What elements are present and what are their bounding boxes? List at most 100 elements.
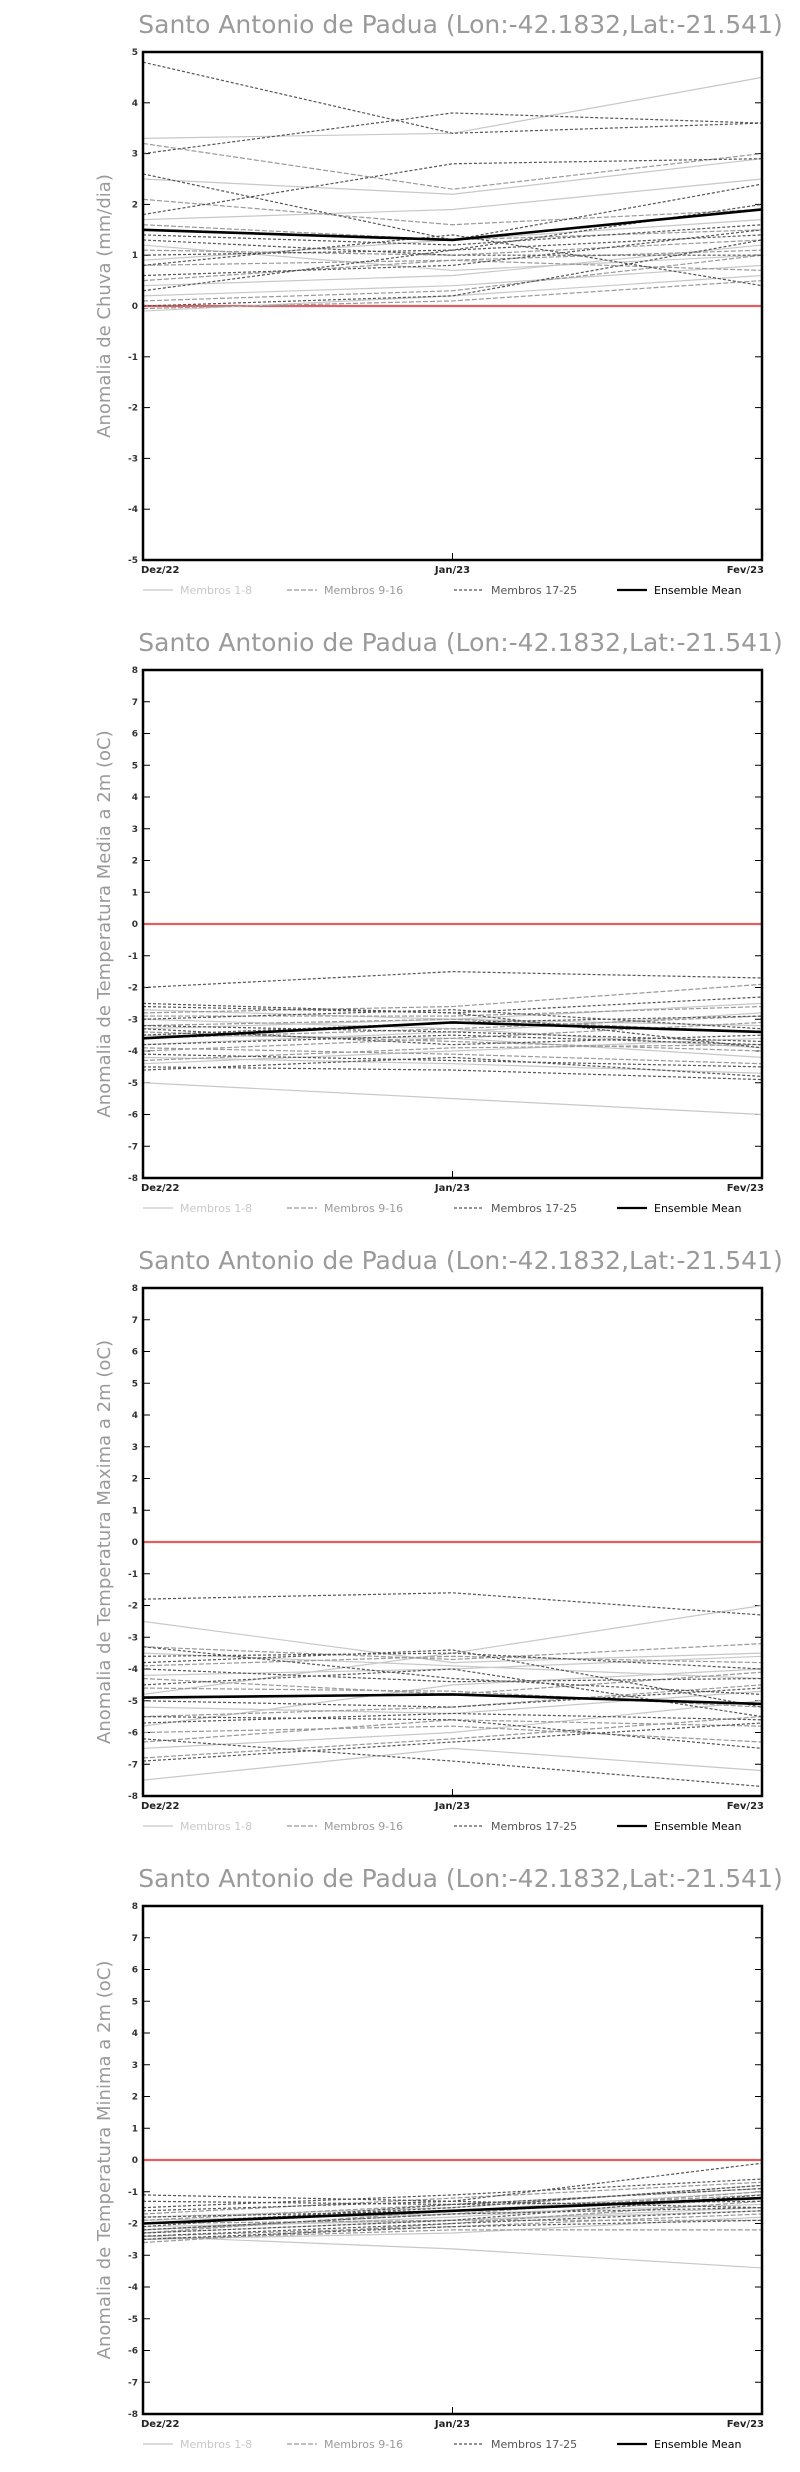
y-tick-label: 1 [132, 2124, 138, 2134]
y-tick-label: 8 [132, 1284, 138, 1294]
member-line-group-3 [142, 1652, 763, 1670]
legend-label: Ensemble Mean [654, 1820, 741, 1833]
y-tick-label: 5 [132, 1379, 138, 1389]
member-line-group-2 [142, 1643, 763, 1661]
y-tick-label: -8 [128, 1174, 138, 1184]
member-line-group-1 [142, 1747, 763, 1781]
x-tick-label: Jan/23 [434, 1183, 470, 1194]
y-tick-label: 8 [132, 1902, 138, 1912]
y-tick-label: 2 [132, 1475, 138, 1485]
y-tick-label: -1 [128, 353, 138, 363]
chart-title: Santo Antonio de Padua (Lon:-42.1832,Lat… [138, 628, 782, 657]
y-tick-label: -2 [128, 984, 138, 994]
y-tick-label: 7 [132, 1316, 138, 1326]
y-tick-label: -4 [128, 2283, 138, 2293]
y-tick-label: 2 [132, 2093, 138, 2103]
legend-label: Ensemble Mean [654, 584, 741, 597]
ensemble-mean-line [142, 1021, 763, 1040]
member-line-group-1 [142, 1690, 763, 1715]
y-tick-label: -5 [128, 1697, 138, 1707]
member-line-group-2 [142, 1021, 763, 1052]
member-line-group-3 [142, 996, 763, 1014]
legend-label: Membros 9-16 [324, 2438, 403, 2451]
y-tick-label: -3 [128, 2251, 138, 2261]
y-tick-label: 0 [132, 920, 138, 930]
member-line-group-1 [142, 76, 763, 139]
member-line-group-2 [142, 2191, 763, 2231]
member-line-group-3 [142, 2178, 763, 2209]
member-line-group-2 [142, 1655, 763, 1667]
legend-label: Membros 17-25 [491, 1820, 577, 1833]
y-tick-label: 7 [132, 698, 138, 708]
member-line-group-2 [142, 1018, 763, 1033]
member-line-group-3 [142, 1722, 763, 1762]
member-line-group-3 [142, 1015, 763, 1036]
x-tick-label: Fev/23 [727, 1183, 764, 1194]
member-line-group-3 [142, 2187, 763, 2206]
member-line-group-1 [142, 1604, 763, 1695]
member-line-group-1 [142, 264, 763, 297]
x-tick-label: Jan/23 [434, 565, 470, 576]
legend-label: Membros 9-16 [324, 584, 403, 597]
member-line-group-3 [142, 1592, 763, 1616]
member-line-group-2 [142, 2181, 763, 2215]
member-line-group-3 [142, 239, 762, 256]
member-line-group-3 [142, 1716, 763, 1749]
member-line-group-2 [142, 1044, 763, 1062]
legend-label: Membros 17-25 [491, 1202, 577, 1215]
chart-title: Santo Antonio de Padua (Lon:-42.1832,Lat… [138, 1246, 782, 1275]
member-line-group-1 [142, 1012, 763, 1046]
member-line-group-2 [142, 1725, 763, 1743]
x-tick-label: Dez/22 [141, 2419, 180, 2430]
y-tick-label: -3 [128, 454, 138, 464]
y-tick-label: -4 [128, 505, 138, 515]
y-tick-label: -5 [128, 1079, 138, 1089]
member-line-group-3 [142, 2210, 763, 2237]
x-tick-label: Jan/23 [434, 1801, 470, 1812]
ensemble-mean-line [142, 2196, 763, 2225]
plot-frame [141, 1286, 764, 1798]
x-tick-label: Fev/23 [727, 565, 764, 576]
member-line-group-2 [142, 1687, 763, 1708]
y-tick-label: -1 [128, 2188, 138, 2198]
legend-label: Membros 1-8 [180, 2438, 252, 2451]
y-tick-label: 6 [132, 1966, 138, 1976]
member-line-group-1 [142, 158, 763, 195]
y-tick-label: 3 [132, 1443, 138, 1453]
member-line-group-2 [142, 142, 763, 190]
member-line-group-2 [142, 1015, 763, 1039]
member-line-group-3 [142, 224, 763, 246]
member-line-group-1 [142, 1082, 763, 1116]
legend-label: Membros 1-8 [180, 584, 252, 597]
member-line-group-3 [142, 2219, 763, 2240]
y-tick-label: 5 [132, 48, 138, 58]
y-tick-label: -1 [128, 1570, 138, 1580]
y-tick-label: -3 [128, 1015, 138, 1025]
member-line-group-3 [142, 1053, 763, 1068]
member-line-group-3 [142, 158, 763, 216]
y-tick-label: 4 [132, 2029, 138, 2039]
y-tick-label: 3 [132, 825, 138, 835]
plot-frame [141, 668, 764, 1180]
chart-title: Santo Antonio de Padua (Lon:-42.1832,Lat… [138, 1864, 782, 1893]
legend-label: Membros 1-8 [180, 1820, 252, 1833]
member-line-group-1 [142, 1652, 763, 1680]
member-line-group-1 [142, 178, 763, 221]
y-tick-label: -6 [128, 1729, 138, 1739]
member-line-group-3 [142, 1738, 763, 1788]
y-tick-label: 4 [132, 793, 138, 803]
y-tick-label: 3 [132, 150, 138, 160]
y-tick-label: -2 [128, 404, 138, 414]
member-line-group-1 [142, 1620, 763, 1664]
y-tick-label: -2 [128, 2220, 138, 2230]
member-line-group-3 [142, 1646, 763, 1695]
member-line-group-2 [142, 254, 763, 302]
member-line-group-1 [142, 244, 763, 272]
member-line-group-2 [142, 983, 763, 1014]
member-line-group-2 [142, 280, 763, 310]
member-line-group-3 [142, 1066, 763, 1081]
y-tick-label: 0 [132, 2156, 138, 2166]
plot-frame [141, 1904, 764, 2416]
plot-frame [141, 50, 764, 562]
member-line-group-2 [143, 1005, 763, 1017]
